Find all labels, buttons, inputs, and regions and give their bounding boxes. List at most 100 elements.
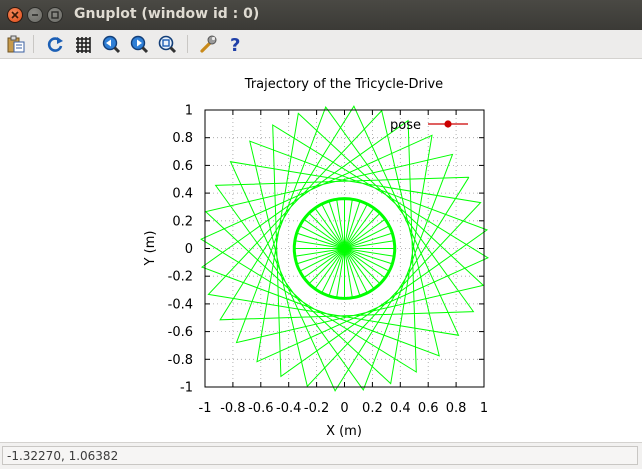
trajectory-spoke [303,218,345,249]
wrench-icon [200,35,217,53]
previous-zoom-button[interactable] [101,34,121,54]
window-title: Gnuplot (window id : 0) [74,6,260,22]
legend: pose [390,118,468,133]
trajectory-spoke [344,248,381,285]
y-tick-label: 0.2 [172,214,193,229]
trajectory-spoke [344,212,381,249]
cursor-coordinates: -1.32270, 1.06382 [7,449,119,463]
plot-canvas[interactable]: -1 -0.8 -0.6 -0.4 -0.2 0 0.2 0.4 0.6 0.8 1 -1 -0.8-… [0,59,642,442]
status-bar: -1.32270, 1.06382 [0,442,642,469]
settings-button[interactable] [198,34,218,54]
y-tick-label: -1 [180,381,193,396]
toolbar-separator [33,35,34,53]
toolbar: ? [0,30,642,59]
trajectory-spoke [321,203,345,249]
trajectory-spoke [303,248,345,279]
minimize-window-button[interactable] [27,7,43,23]
maximize-icon [51,11,59,19]
trajectory-chart: -1 -0.8 -0.6 -0.4 -0.2 0 0.2 0.4 0.6 0.8 1 -1-0.8-… [143,77,489,439]
trajectory-star-path [200,105,489,392]
trajectory-spoke [344,248,393,265]
x-tick-label: -0.4 [276,401,301,416]
close-icon [11,11,19,19]
x-tick-label: -0.8 [220,401,245,416]
trajectory-spoke [344,200,361,249]
y-tick-label: 0.8 [172,131,193,146]
trajectory-spoke [336,248,345,298]
trajectory-spoke [344,218,386,249]
y-tick-label: 0.6 [172,159,193,174]
y-axis-label: Y (m) [143,231,158,267]
trajectory-spoke [308,212,345,249]
title-bar: Gnuplot (window id : 0) [0,0,642,30]
trajectory-spoke [328,248,345,297]
y-tick-label: -0.8 [168,353,193,368]
y-tick-label: -0.6 [168,325,193,340]
trajectory-spoke [344,248,395,257]
x-tick-label: 0 [340,401,348,416]
help-button[interactable]: ? [226,34,246,54]
legend-marker [444,120,452,128]
svg-text:?: ? [230,35,240,54]
zoom-previous-icon [102,35,121,54]
y-tick-label: -0.4 [168,297,193,312]
minimize-icon [32,14,38,16]
zoom-next-icon [130,35,149,54]
toggle-grid-button[interactable] [73,34,93,54]
trajectory-spoke [314,207,345,249]
trajectory-spoke [344,248,368,294]
trajectory-spoke [294,240,345,249]
trajectory-spoke [344,225,390,249]
trajectory-spoke [299,248,345,272]
trajectory-spoke [344,207,375,249]
x-tick-label: -1 [199,401,212,416]
copy-clipboard-button[interactable] [6,34,26,54]
trajectory-spoke [344,248,361,297]
trajectory-spoke [299,225,345,249]
trajectory-spoke [336,199,345,249]
trajectory-spoke [296,232,345,249]
help-icon: ? [230,35,240,54]
status-field: -1.32270, 1.06382 [2,446,638,465]
x-tick-label: 0.6 [418,401,439,416]
trajectory-spoke [314,248,345,290]
maximize-window-button[interactable] [47,7,63,23]
chart-title: Trajectory of the Tricycle-Drive [244,77,443,92]
x-tick-label: 1 [480,401,488,416]
trajectory-spoke [296,248,345,265]
grid-icon [76,37,91,53]
y-tick-label: 0.4 [172,187,193,202]
toolbar-separator [187,35,188,53]
replot-button[interactable] [45,34,65,54]
series-pose [200,105,489,392]
x-tick-label: -0.6 [248,401,273,416]
y-tick-label: 0 [185,242,193,257]
trajectory-spoke [344,248,353,298]
y-tick-label: 1 [185,104,193,119]
trajectory-spoke [321,248,345,294]
trajectory-spoke [294,248,345,257]
trajectory-spoke [344,203,368,249]
next-zoom-button[interactable] [129,34,149,54]
refresh-icon [47,37,63,52]
trajectory-spoke [328,200,345,249]
trajectory-spoke [344,248,386,279]
trajectory-spoke [308,248,345,285]
trajectory-spoke [344,199,353,249]
plot-border [204,109,485,388]
trajectory-spoke [344,248,375,290]
x-axis-label: X (m) [326,424,362,439]
x-tick-label: 0.4 [390,401,411,416]
clipboard-icon [7,35,25,53]
close-window-button[interactable] [7,7,23,23]
trajectory-spoke [344,240,395,249]
trajectory-spoke [344,248,390,272]
x-tick-label: 0.8 [446,401,467,416]
trajectory-spoke [344,232,393,249]
x-tick-labels: -1 -0.8 -0.6 -0.4 -0.2 0 0.2 0.4 0.6 0.8 1 [199,401,489,416]
zoom-fit-icon [158,35,177,54]
x-tick-label: -0.2 [304,401,329,416]
autoscale-button[interactable] [157,34,177,54]
x-tick-label: 0.2 [362,401,383,416]
legend-label: pose [390,118,421,133]
